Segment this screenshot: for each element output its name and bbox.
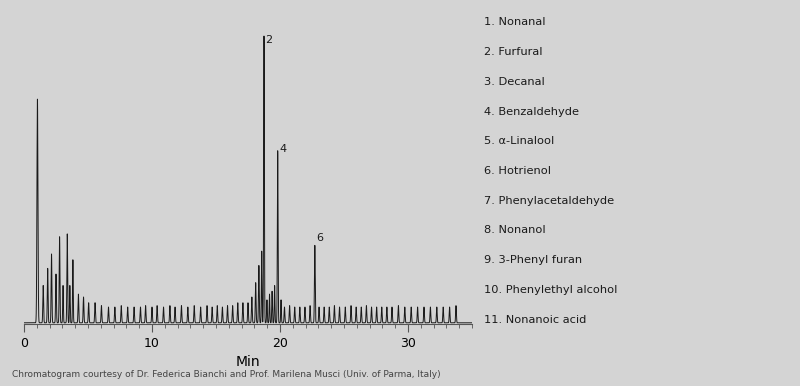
Text: 9. 3-Phenyl furan: 9. 3-Phenyl furan: [484, 255, 582, 265]
Text: 2: 2: [266, 35, 273, 45]
Text: 6. Hotrienol: 6. Hotrienol: [484, 166, 551, 176]
Text: 6: 6: [316, 232, 323, 242]
Text: 7. Phenylacetaldehyde: 7. Phenylacetaldehyde: [484, 196, 614, 206]
Text: 5. α-Linalool: 5. α-Linalool: [484, 136, 554, 146]
Text: 8. Nonanol: 8. Nonanol: [484, 225, 546, 235]
Text: 4. Benzaldehyde: 4. Benzaldehyde: [484, 107, 579, 117]
Text: 1. Nonanal: 1. Nonanal: [484, 17, 546, 27]
X-axis label: Min: Min: [236, 355, 260, 369]
Text: 2. Furfural: 2. Furfural: [484, 47, 542, 57]
Text: 3. Decanal: 3. Decanal: [484, 77, 545, 87]
Text: Chromatogram courtesy of Dr. Federica Bianchi and Prof. Marilena Musci (Univ. of: Chromatogram courtesy of Dr. Federica Bi…: [12, 370, 441, 379]
Text: 4: 4: [279, 144, 286, 154]
Text: 11. Nonanoic acid: 11. Nonanoic acid: [484, 315, 586, 325]
Text: 10. Phenylethyl alcohol: 10. Phenylethyl alcohol: [484, 285, 618, 295]
